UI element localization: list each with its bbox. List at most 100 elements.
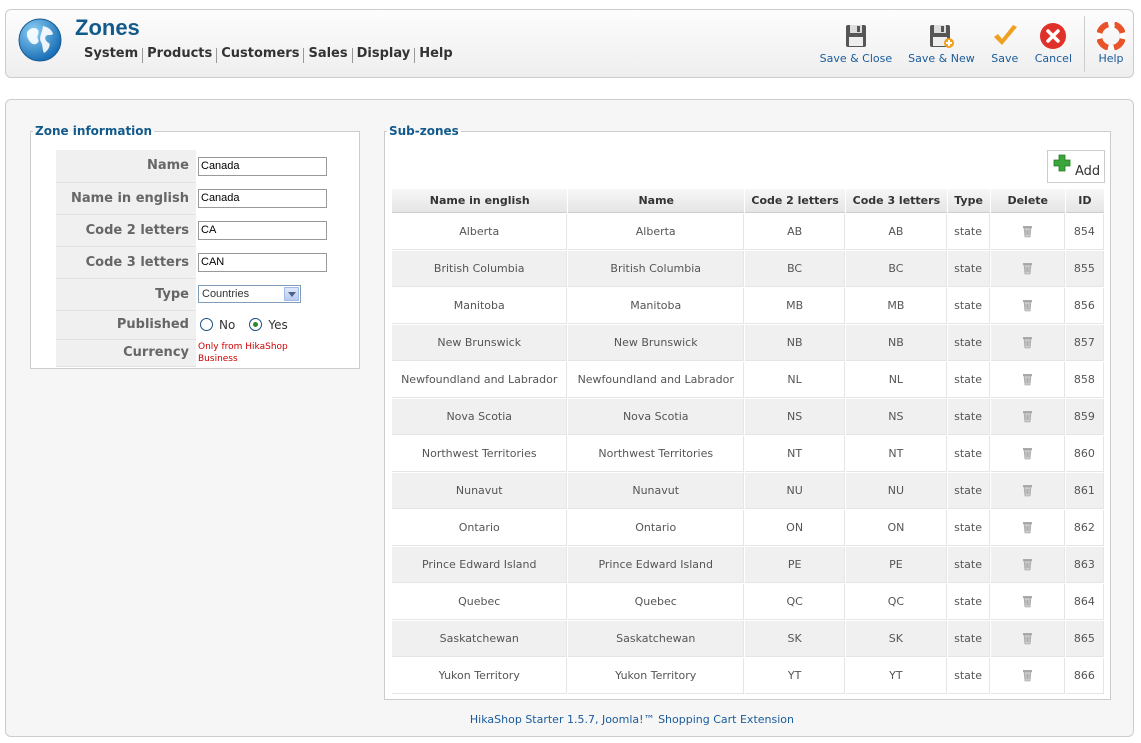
menu-customers[interactable]: Customers	[221, 46, 300, 61]
cell-name: Manitoba	[568, 288, 744, 324]
trash-icon[interactable]	[1022, 410, 1033, 423]
footer-text[interactable]: HikaShop Starter 1.5.7, Joomla!™ Shoppin…	[469, 713, 794, 726]
cell-id: 860	[1065, 436, 1104, 472]
name-english-label: Name in english	[56, 182, 196, 215]
cell-delete	[990, 362, 1065, 398]
cell-type: state	[947, 288, 990, 324]
cancel-button[interactable]: Cancel	[1027, 16, 1080, 72]
trash-icon[interactable]	[1022, 669, 1033, 682]
published-no-radio[interactable]	[200, 318, 213, 331]
cell-name-english: Nova Scotia	[392, 399, 568, 435]
code3-label: Code 3 letters	[56, 246, 196, 279]
trash-icon[interactable]	[1022, 447, 1033, 460]
cell-name-english: New Brunswick	[392, 325, 568, 361]
cell-code2: YT	[744, 658, 846, 694]
menu-separator	[414, 48, 416, 63]
trash-icon[interactable]	[1022, 595, 1033, 608]
trash-icon[interactable]	[1022, 225, 1033, 238]
save-close-button[interactable]: Save & Close	[812, 16, 901, 72]
cell-name: Saskatchewan	[568, 621, 744, 657]
menu-separator	[351, 48, 353, 63]
code2-field[interactable]	[198, 220, 327, 240]
cell-type: state	[947, 399, 990, 435]
save-label: Save	[991, 52, 1019, 65]
trash-icon[interactable]	[1022, 336, 1033, 349]
published-no-label: No	[219, 317, 236, 332]
cell-id: 865	[1065, 621, 1104, 657]
cell-name-english: Newfoundland and Labrador	[392, 362, 568, 398]
table-row: Saskatchewan Saskatchewan SK SK state 86…	[392, 621, 1104, 657]
cell-delete	[990, 510, 1065, 546]
cell-name-english: Prince Edward Island	[392, 547, 568, 583]
menu-products[interactable]: Products	[147, 46, 213, 61]
help-button[interactable]: Help	[1089, 16, 1133, 72]
cell-code3: NB	[846, 325, 947, 361]
table-row: New Brunswick New Brunswick NB NB state …	[392, 325, 1104, 361]
cell-code2: NL	[744, 362, 846, 398]
col-name-english[interactable]: Name in english	[392, 189, 568, 213]
col-code3[interactable]: Code 3 letters	[846, 189, 947, 213]
save-new-icon	[930, 25, 955, 48]
trash-icon[interactable]	[1022, 521, 1033, 534]
cell-name-english: Ontario	[392, 510, 568, 546]
cell-code3: SK	[846, 621, 947, 657]
add-subzone-button[interactable]: Add	[1047, 150, 1105, 183]
code3-field[interactable]	[198, 252, 327, 272]
subzones-legend: Sub-zones	[389, 124, 459, 138]
table-row: Alberta Alberta AB AB state 854	[392, 214, 1104, 250]
code2-label: Code 2 letters	[56, 214, 196, 247]
cell-code2: NT	[744, 436, 846, 472]
cell-type: state	[947, 584, 990, 620]
cell-type: state	[947, 214, 990, 250]
cell-code3: AB	[846, 214, 947, 250]
cell-code2: SK	[744, 621, 846, 657]
trash-icon[interactable]	[1022, 558, 1033, 571]
trash-icon[interactable]	[1022, 484, 1033, 497]
cell-delete	[990, 251, 1065, 287]
save-new-button[interactable]: Save & New	[900, 16, 983, 72]
trash-icon[interactable]	[1022, 632, 1033, 645]
cell-name: Newfoundland and Labrador	[568, 362, 744, 398]
cell-delete	[990, 473, 1065, 509]
cell-type: state	[947, 510, 990, 546]
help-label: Help	[1098, 52, 1124, 65]
main-menu: System Products Customers Sales Display …	[80, 46, 457, 63]
col-name[interactable]: Name	[568, 189, 744, 213]
cell-name-english: British Columbia	[392, 251, 568, 287]
cell-code3: QC	[846, 584, 947, 620]
published-yes-radio[interactable]	[249, 318, 263, 331]
col-type[interactable]: Type	[947, 189, 990, 213]
published-radio-group: No Yes	[198, 318, 327, 332]
table-row: Yukon Territory Yukon Territory YT YT st…	[392, 658, 1104, 694]
cell-type: state	[947, 436, 990, 472]
menu-separator	[142, 48, 144, 63]
name-field[interactable]	[198, 156, 327, 176]
cell-code2: MB	[744, 288, 846, 324]
menu-display[interactable]: Display	[356, 46, 411, 61]
cell-delete	[990, 658, 1065, 694]
cell-code2: BC	[744, 251, 846, 287]
save-icon	[845, 25, 866, 47]
trash-icon[interactable]	[1022, 262, 1033, 275]
name-english-field[interactable]	[198, 188, 327, 208]
col-code2[interactable]: Code 2 letters	[744, 189, 846, 213]
save-new-label: Save & New	[908, 52, 975, 65]
menu-sales[interactable]: Sales	[308, 46, 348, 61]
menu-system[interactable]: System	[84, 46, 139, 61]
checkmark-icon	[993, 25, 1017, 45]
save-button[interactable]: Save	[983, 16, 1027, 72]
trash-icon[interactable]	[1022, 299, 1033, 312]
cell-name-english: Yukon Territory	[392, 658, 568, 694]
cell-code2: NU	[744, 473, 846, 509]
zone-information-legend: Zone information	[35, 124, 153, 138]
cell-code3: PE	[846, 547, 947, 583]
cell-type: state	[947, 473, 990, 509]
trash-icon[interactable]	[1022, 373, 1033, 386]
chevron-down-icon[interactable]	[284, 287, 299, 301]
type-select[interactable]: Countries	[198, 285, 301, 303]
col-id[interactable]: ID	[1065, 189, 1104, 213]
menu-help[interactable]: Help	[419, 46, 453, 61]
table-row: Nunavut Nunavut NU NU state 861	[392, 473, 1104, 509]
cell-name: British Columbia	[568, 251, 744, 287]
type-select-value: Countries	[202, 288, 250, 300]
